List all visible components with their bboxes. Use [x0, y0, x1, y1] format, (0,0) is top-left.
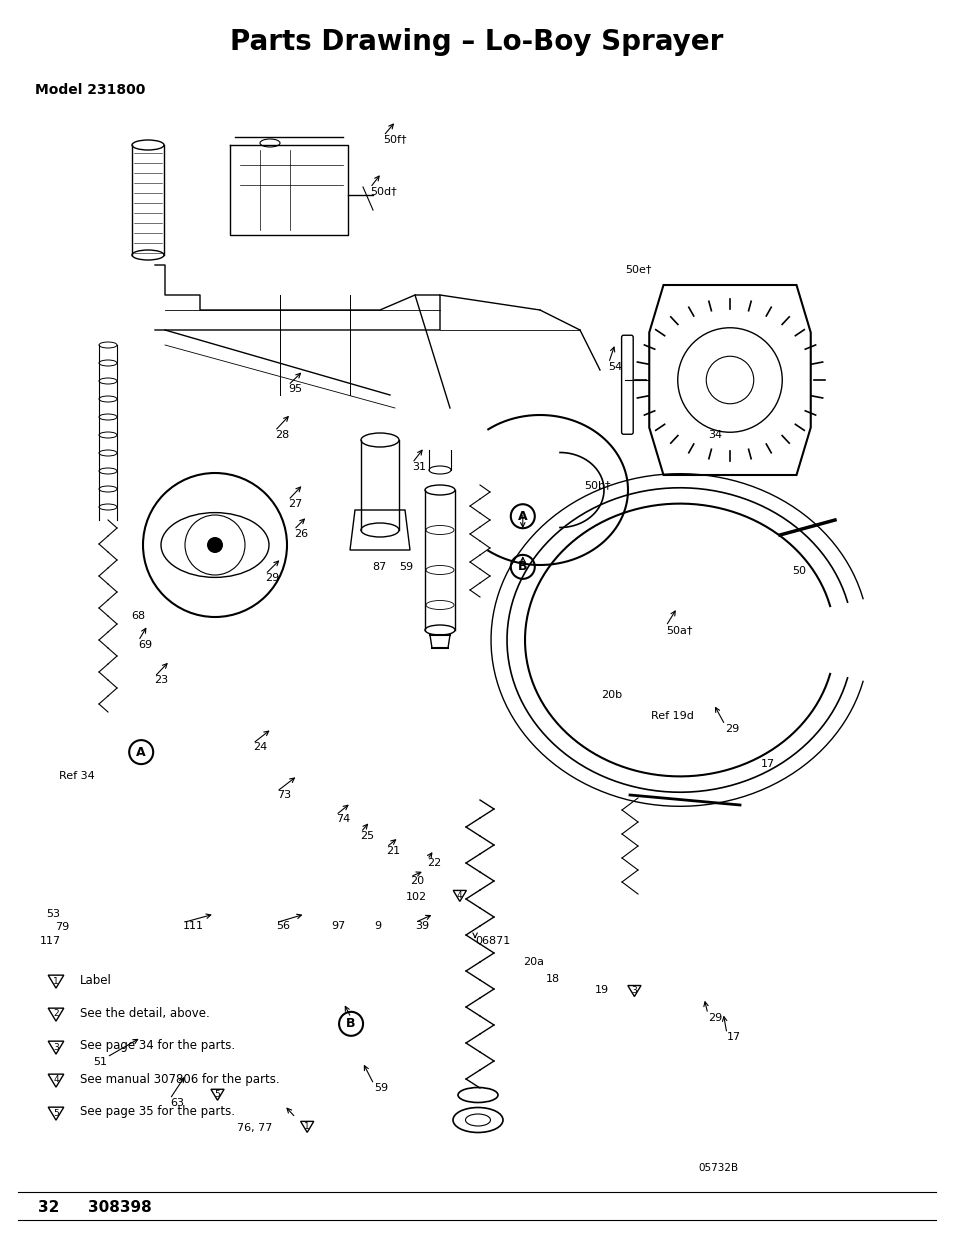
Text: 3: 3	[631, 986, 637, 995]
Text: 24: 24	[253, 742, 267, 752]
Text: 28: 28	[274, 430, 289, 440]
Text: Model 231800: Model 231800	[35, 83, 145, 98]
Text: 4: 4	[53, 1076, 59, 1084]
Text: 26: 26	[294, 529, 308, 538]
Text: 111: 111	[183, 921, 204, 931]
Text: See manual 307806 for the parts.: See manual 307806 for the parts.	[80, 1072, 279, 1086]
Text: Label: Label	[80, 973, 112, 987]
Text: B: B	[517, 561, 527, 573]
Text: 21: 21	[386, 846, 400, 856]
Text: 87: 87	[372, 562, 386, 572]
Text: 17: 17	[760, 760, 775, 769]
Text: 54: 54	[608, 362, 622, 372]
Text: 32: 32	[38, 1200, 59, 1215]
Text: 5: 5	[214, 1089, 220, 1099]
Text: 68: 68	[132, 611, 146, 621]
Text: 3: 3	[53, 1042, 59, 1051]
Text: 50b†: 50b†	[583, 480, 610, 490]
Text: 51: 51	[93, 1057, 108, 1067]
Text: 27: 27	[288, 499, 302, 509]
Text: Parts Drawing – Lo-Boy Sprayer: Parts Drawing – Lo-Boy Sprayer	[230, 28, 723, 56]
Text: 23: 23	[154, 676, 169, 685]
Text: 29: 29	[265, 573, 279, 583]
Text: 2: 2	[53, 1009, 59, 1019]
Text: 69: 69	[138, 640, 152, 650]
Text: 53: 53	[46, 909, 60, 919]
Text: 20: 20	[410, 876, 424, 885]
Text: 29: 29	[707, 1013, 721, 1023]
Text: 74: 74	[335, 814, 350, 824]
Text: B: B	[346, 1018, 355, 1030]
Text: 95: 95	[288, 384, 302, 394]
Text: 29: 29	[724, 724, 739, 734]
Text: 31: 31	[412, 462, 426, 472]
Text: 76, 77: 76, 77	[236, 1123, 272, 1132]
Text: 50f†: 50f†	[383, 135, 407, 144]
Text: 50d†: 50d†	[370, 186, 396, 196]
Text: 50: 50	[791, 566, 805, 576]
Text: See the detail, above.: See the detail, above.	[80, 1007, 210, 1020]
Text: See page 34 for the parts.: See page 34 for the parts.	[80, 1040, 234, 1052]
Text: 50e†: 50e†	[624, 264, 651, 274]
Text: 06871: 06871	[475, 936, 510, 946]
Text: A: A	[136, 746, 146, 758]
Text: 5: 5	[53, 1109, 59, 1118]
Text: 79: 79	[55, 923, 70, 932]
Text: See page 35 for the parts.: See page 35 for the parts.	[80, 1105, 234, 1119]
Text: 34: 34	[707, 430, 721, 440]
Text: Ref 19d: Ref 19d	[650, 711, 693, 721]
Text: 05732B: 05732B	[698, 1163, 738, 1173]
Text: 308398: 308398	[88, 1200, 152, 1215]
Text: 63: 63	[170, 1098, 184, 1108]
Text: 20b: 20b	[600, 690, 621, 700]
Text: 18: 18	[545, 974, 559, 984]
Text: 56: 56	[276, 921, 291, 931]
Text: 20a: 20a	[522, 957, 543, 967]
Text: 1: 1	[304, 1121, 310, 1131]
Text: 17: 17	[726, 1032, 740, 1042]
Text: 4: 4	[456, 890, 462, 900]
Circle shape	[207, 537, 223, 553]
Text: 22: 22	[427, 858, 441, 868]
Text: Ref 34: Ref 34	[59, 771, 94, 781]
Text: 73: 73	[276, 790, 291, 800]
Text: 1: 1	[53, 977, 59, 986]
Text: 50a†: 50a†	[665, 625, 692, 635]
Text: 39: 39	[415, 921, 429, 931]
Text: 102: 102	[406, 892, 427, 902]
Text: 59: 59	[374, 1083, 388, 1093]
Text: 59: 59	[398, 562, 413, 572]
Text: A: A	[517, 510, 527, 522]
Text: 25: 25	[360, 831, 375, 841]
Text: 19: 19	[594, 986, 608, 995]
Text: 117: 117	[40, 936, 61, 946]
Text: 9: 9	[374, 921, 380, 931]
Text: 97: 97	[331, 921, 345, 931]
